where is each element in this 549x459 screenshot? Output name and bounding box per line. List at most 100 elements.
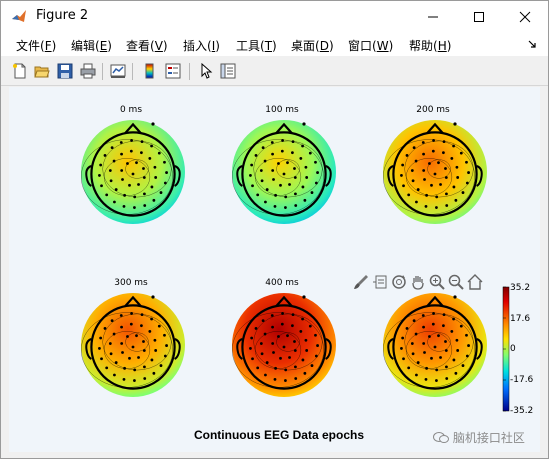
- electrode-dot: [422, 342, 426, 345]
- electrode-dot: [422, 169, 426, 172]
- zoom-in-button[interactable]: [428, 273, 446, 291]
- menu-file[interactable]: 文件(F): [16, 39, 57, 53]
- electrode-dot: [444, 340, 447, 343]
- electrode-dot: [114, 188, 118, 191]
- contour-line: [125, 332, 149, 352]
- electrode-dot: [121, 178, 124, 181]
- electrode-dot: [274, 366, 277, 370]
- close-button[interactable]: [502, 1, 548, 32]
- left-ear: [236, 338, 243, 360]
- electrode-dot: [153, 165, 157, 169]
- property-inspector-button[interactable]: [218, 61, 238, 81]
- insert-colorbar-button[interactable]: [140, 61, 160, 81]
- new-figure-button[interactable]: [10, 61, 30, 81]
- electrode-dot: [428, 162, 431, 165]
- electrode-dot: [135, 161, 138, 165]
- menu-window[interactable]: 窗口(W): [348, 39, 394, 53]
- electrode-dot: [165, 171, 168, 174]
- insert-legend-button[interactable]: [163, 61, 183, 81]
- left-ear: [387, 338, 394, 360]
- menu-help[interactable]: 帮助(H): [409, 39, 452, 53]
- rotate-3d-button[interactable]: [390, 273, 408, 291]
- scalp-map: [383, 293, 487, 397]
- electrode-dot: [459, 151, 463, 155]
- electrode-dot: [150, 317, 153, 321]
- menu-view[interactable]: 查看(V): [126, 39, 168, 53]
- edit-plot-button[interactable]: [196, 61, 216, 81]
- electrode-dot: [154, 349, 158, 352]
- electrode-dot: [294, 377, 298, 380]
- home-button[interactable]: [466, 273, 484, 291]
- save-button[interactable]: [55, 61, 75, 81]
- electrode-dot: [133, 195, 137, 199]
- contour-line: [276, 332, 300, 352]
- pan-button[interactable]: [409, 273, 427, 291]
- nose: [426, 295, 444, 308]
- electrode-dot: [452, 185, 456, 189]
- electrode-dot: [122, 204, 126, 208]
- electrode-dot: [151, 122, 155, 126]
- scalp-map: [232, 293, 336, 397]
- electrode-dot: [264, 373, 267, 377]
- menu-insert[interactable]: 插入(I): [183, 39, 220, 53]
- electrode-dot: [261, 319, 265, 323]
- electrode-dot: [293, 167, 296, 170]
- electrode-dot: [304, 338, 308, 342]
- insert-legend-icon: [165, 63, 181, 79]
- electrode-dot: [159, 191, 163, 194]
- electrode-dot: [445, 377, 449, 380]
- electrode-dot: [303, 371, 307, 375]
- electrode-dot: [163, 354, 167, 358]
- electrode-dot: [114, 361, 118, 364]
- electrode-dot: [431, 149, 435, 153]
- brush-button[interactable]: [352, 273, 370, 291]
- electrode-dot: [422, 325, 425, 329]
- electrode-dot: [163, 333, 166, 337]
- minimize-button[interactable]: [410, 1, 456, 32]
- electrode-dot: [455, 165, 459, 169]
- electrode-dot: [280, 149, 284, 153]
- open-file-button[interactable]: [32, 61, 52, 81]
- electrode-dot: [120, 342, 124, 345]
- electrode-dot: [442, 324, 445, 328]
- electrode-dot: [105, 366, 109, 370]
- electrode-dot: [265, 361, 269, 364]
- link-plot-button[interactable]: [108, 61, 128, 81]
- menu-edit[interactable]: 编辑(E): [71, 39, 112, 53]
- electrode-dot: [452, 358, 456, 362]
- panel-title-4: 400 ms: [265, 278, 299, 288]
- electrode-dot: [99, 336, 103, 340]
- electrode-dot: [154, 176, 158, 179]
- electrode-dot: [450, 157, 454, 160]
- electrode-dot: [288, 183, 291, 186]
- electrode-dot: [277, 162, 280, 165]
- electrode-dot: [401, 163, 405, 167]
- electrode-dot: [461, 191, 465, 194]
- electrode-dot: [425, 366, 428, 370]
- dock-arrow-icon[interactable]: [528, 40, 537, 49]
- brush-icon: [354, 275, 368, 289]
- zoom-out-button[interactable]: [447, 273, 465, 291]
- electrode-dot: [412, 319, 416, 323]
- electrode-dot: [299, 157, 303, 160]
- menu-desktop[interactable]: 桌面(D): [291, 39, 334, 53]
- figure-toolbar: [1, 57, 548, 86]
- electrode-dot: [433, 345, 437, 349]
- electrode-dot: [249, 347, 252, 350]
- electrode-dot: [416, 361, 420, 364]
- electrode-dot: [414, 332, 418, 336]
- electrode-dot: [261, 146, 265, 150]
- data-tips-button[interactable]: [371, 273, 389, 291]
- electrode-dot: [256, 366, 260, 370]
- electrode-dot: [291, 151, 294, 155]
- panel-title-0: 0 ms: [119, 105, 143, 115]
- print-button[interactable]: [78, 61, 98, 81]
- electrode-dot: [435, 379, 438, 382]
- maximize-button[interactable]: [456, 1, 502, 32]
- electrode-dot: [140, 151, 143, 155]
- menu-tools[interactable]: 工具(T): [236, 39, 277, 53]
- electrode-dot: [465, 181, 469, 185]
- right-ear: [476, 338, 483, 360]
- electrode-dot: [131, 172, 135, 176]
- right-ear: [325, 165, 332, 187]
